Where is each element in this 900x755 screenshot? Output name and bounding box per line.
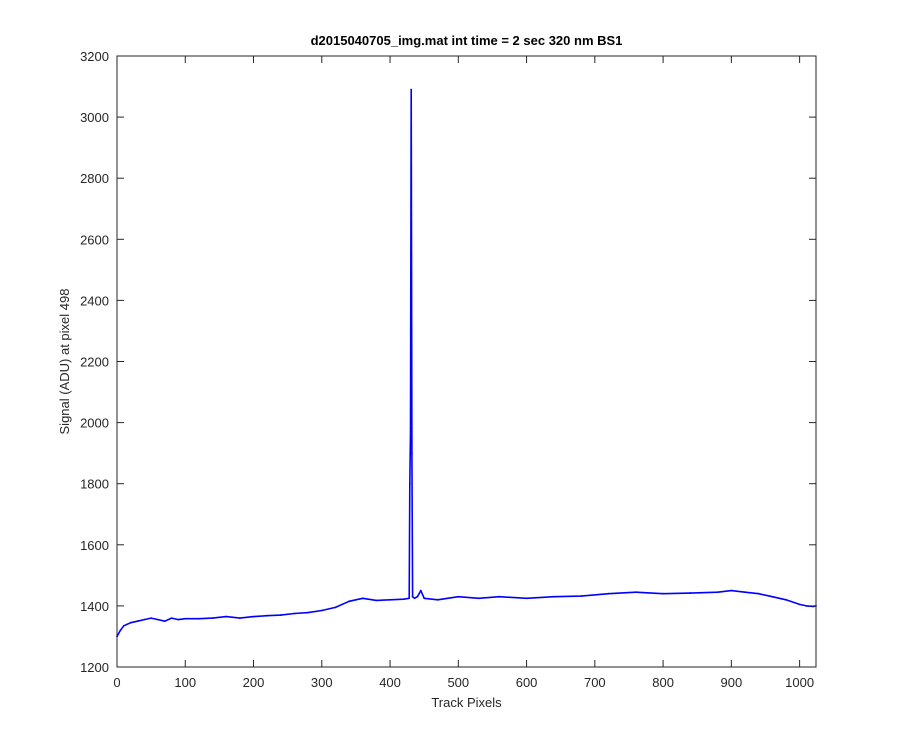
data-point [419, 589, 422, 592]
data-point [163, 620, 166, 623]
data-point [136, 620, 139, 623]
data-point [279, 614, 282, 616]
data-point [408, 482, 411, 485]
x-tick-label: 400 [379, 675, 401, 690]
data-point [129, 621, 132, 624]
y-tick-label: 2000 [80, 416, 109, 431]
data-point [198, 617, 200, 620]
x-tick-label: 300 [311, 675, 333, 690]
data-point [266, 614, 269, 617]
data-point [634, 591, 637, 594]
data-point [662, 592, 664, 595]
data-point [252, 615, 255, 618]
x-tick-label: 0 [113, 675, 120, 690]
data-point [389, 598, 391, 601]
data-point [307, 611, 310, 614]
y-tick-label: 2400 [80, 293, 109, 308]
data-point [375, 599, 378, 602]
x-tick-label: 900 [721, 675, 743, 690]
data-point [798, 603, 801, 606]
y-tick-label: 1200 [80, 660, 109, 675]
data-point [409, 430, 412, 433]
data-point [498, 595, 501, 598]
data-point [477, 597, 480, 600]
data-point [157, 618, 159, 621]
data-point [143, 618, 146, 621]
x-tick-label: 500 [447, 675, 469, 690]
data-point [348, 600, 350, 603]
data-point [122, 624, 125, 627]
data-point [334, 606, 337, 609]
data-point [413, 597, 416, 600]
data-point [771, 595, 774, 598]
data-point [408, 597, 411, 600]
data-point [293, 612, 296, 615]
data-point [402, 598, 405, 601]
data-point [423, 597, 426, 600]
data-point [177, 618, 180, 621]
data-point [411, 595, 414, 598]
data-point [805, 605, 808, 607]
data-point [410, 88, 413, 91]
data-point [436, 598, 439, 601]
x-tick-label: 600 [516, 675, 538, 690]
y-tick-label: 2200 [80, 355, 109, 370]
data-point [716, 591, 719, 594]
data-point [170, 617, 173, 620]
data-point [225, 615, 228, 618]
x-tick-label: 200 [243, 675, 265, 690]
chart-title: d2015040705_img.mat int time = 2 sec 320… [311, 33, 623, 48]
data-point [552, 595, 555, 598]
data-point [689, 592, 692, 594]
y-axis-title: Signal (ADU) at pixel 498 [57, 289, 72, 435]
data-point [607, 592, 610, 595]
data-point [119, 629, 122, 632]
data-point [730, 589, 733, 592]
y-tick-label: 2600 [80, 232, 109, 247]
data-point [757, 592, 760, 595]
x-tick-label: 800 [652, 675, 674, 690]
y-tick-label: 1400 [80, 599, 109, 614]
data-point [238, 617, 241, 620]
data-point [361, 597, 364, 600]
data-point [320, 609, 323, 612]
data-point [785, 598, 787, 601]
x-tick-label: 700 [584, 675, 606, 690]
data-point [744, 591, 746, 594]
y-tick-label: 1800 [80, 477, 109, 492]
data-point [457, 595, 460, 598]
data-point [410, 452, 413, 455]
x-axis-title: Track Pixels [431, 695, 502, 710]
data-point [150, 617, 153, 620]
axis-ticks: 0 100 200 300 400 500 600 700 800 900 1000 1200 1400… [80, 49, 816, 690]
data-point [580, 595, 583, 598]
y-tick-label: 1600 [80, 538, 109, 553]
x-tick-label: 100 [174, 675, 196, 690]
plot-area [116, 88, 817, 638]
y-tick-label: 3000 [80, 110, 109, 125]
y-tick-label: 3200 [80, 49, 109, 64]
y-tick-label: 2800 [80, 171, 109, 186]
data-point [525, 597, 528, 600]
data-point [416, 595, 419, 598]
x-tick-label: 1000 [785, 675, 814, 690]
data-point [211, 617, 214, 620]
data-point [184, 617, 187, 620]
